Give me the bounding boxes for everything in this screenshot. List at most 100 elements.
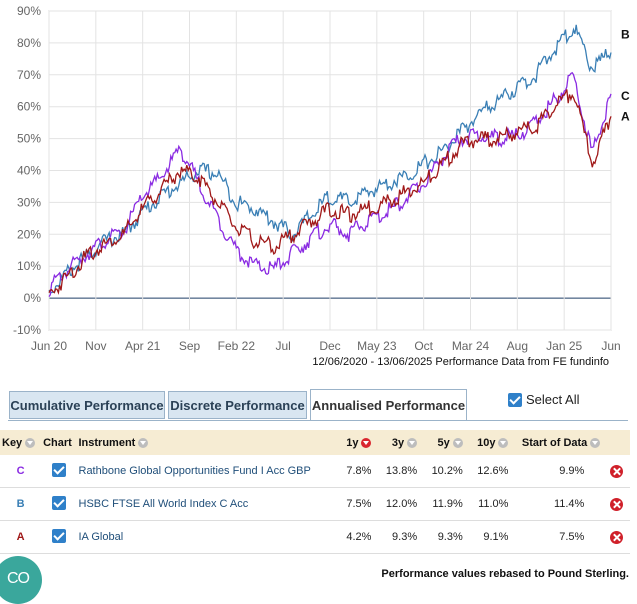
remove-icon[interactable] <box>609 530 623 544</box>
series-label-C: C <box>621 89 630 103</box>
remove-icon[interactable] <box>609 497 623 511</box>
sort-icon[interactable] <box>590 437 601 448</box>
col-1y[interactable]: 1y <box>328 430 374 455</box>
y-tick-label: 80% <box>17 36 41 50</box>
row-start: 7.5% <box>510 520 603 554</box>
x-tick-label: Jun 20 <box>31 339 67 353</box>
sort-icon[interactable] <box>498 437 509 448</box>
y-tick-label: 60% <box>17 100 41 114</box>
y-tick-label: 90% <box>17 4 41 18</box>
col-instrument[interactable]: Instrument <box>76 430 329 455</box>
row-5y: 11.9% <box>419 487 465 521</box>
x-tick-label: Jan 25 <box>546 339 582 353</box>
row-chart-toggle[interactable] <box>41 487 77 521</box>
row-key: B <box>0 487 42 521</box>
row-3y: 12.0% <box>373 487 420 521</box>
col-3y[interactable]: 3y <box>373 430 420 455</box>
select-all-checkbox[interactable] <box>508 392 522 407</box>
tab-annualised[interactable]: Annualised Performance <box>310 389 467 421</box>
row-remove[interactable] <box>602 455 630 488</box>
row-instrument[interactable]: HSBC FTSE All World Index C Acc <box>76 487 329 521</box>
table-header-row: Key Chart Instrument 1y 3y 5y 10y Start … <box>0 430 630 455</box>
row-instrument[interactable]: Rathbone Global Opportunities Fund I Acc… <box>76 455 329 488</box>
col-instrument-label: Instrument <box>78 436 136 449</box>
row-5y: 10.2% <box>419 455 465 488</box>
row-3y: 13.8% <box>373 455 420 488</box>
series-label-A: A <box>621 109 630 123</box>
x-tick-label: Sep <box>179 339 201 353</box>
checkbox-icon[interactable] <box>51 462 66 477</box>
sort-icon[interactable] <box>407 437 418 448</box>
row-10y: 9.1% <box>464 520 511 554</box>
checkbox-icon[interactable] <box>51 528 66 543</box>
row-3y: 9.3% <box>373 520 420 554</box>
sort-desc-icon[interactable] <box>361 437 372 448</box>
col-5y[interactable]: 5y <box>419 430 465 455</box>
row-start: 9.9% <box>510 455 603 488</box>
col-key-label: Key <box>2 436 23 449</box>
y-tick-label: 0% <box>24 291 42 305</box>
col-chart: Chart <box>41 430 77 455</box>
row-1y: 4.2% <box>328 520 374 554</box>
checkbox-icon[interactable] <box>51 495 66 510</box>
footnote: Performance values rebased to Pound Ster… <box>381 568 629 580</box>
row-remove[interactable] <box>602 520 630 554</box>
row-10y: 12.6% <box>464 455 511 488</box>
sort-icon[interactable] <box>452 437 463 448</box>
sort-icon[interactable] <box>25 437 36 448</box>
chart-caption: 12/06/2020 - 13/06/2025 Performance Data… <box>312 356 609 368</box>
performance-table: Key Chart Instrument 1y 3y 5y 10y Start … <box>0 430 630 554</box>
x-tick-label: Mar 24 <box>452 339 490 353</box>
col-key[interactable]: Key <box>0 430 42 455</box>
x-tick-label: Nov <box>85 339 106 353</box>
table-row: B HSBC FTSE All World Index C Acc 7.5% 1… <box>0 487 630 521</box>
table-row: A IA Global 4.2% 9.3% 9.3% 9.1% 7.5% <box>0 520 630 554</box>
performance-tabs: Cumulative Performance Discrete Performa… <box>8 389 628 421</box>
y-tick-label: 70% <box>17 68 41 82</box>
row-key: C <box>0 455 42 488</box>
col-5y-label: 5y <box>437 436 450 449</box>
performance-chart: 90% 80% 70% 60% 50% 40% 30% 20% 10% 0% -10% Jun 20 N… <box>13 4 630 368</box>
y-tick-label: 10% <box>17 259 41 273</box>
y-tick-label: 40% <box>17 164 41 178</box>
remove-icon[interactable] <box>609 464 623 478</box>
row-start: 11.4% <box>510 487 603 521</box>
tab-discrete[interactable]: Discrete Performance <box>168 391 307 419</box>
series-line-A <box>48 89 612 295</box>
x-tick-label: Dec <box>319 339 340 353</box>
tab-cumulative[interactable]: Cumulative Performance <box>9 391 165 419</box>
x-tick-label: Oct <box>414 339 433 353</box>
y-tick-label: 50% <box>17 132 41 146</box>
col-10y-label: 10y <box>477 436 496 449</box>
row-10y: 11.0% <box>464 487 511 521</box>
row-5y: 9.3% <box>419 520 465 554</box>
col-remove <box>602 430 630 455</box>
row-key: A <box>0 520 42 554</box>
row-chart-toggle[interactable] <box>41 455 77 488</box>
row-instrument[interactable]: IA Global <box>76 520 329 554</box>
sort-icon[interactable] <box>138 437 149 448</box>
col-chart-label: Chart <box>43 436 72 449</box>
col-start-label: Start of Data <box>521 436 588 449</box>
col-10y[interactable]: 10y <box>464 430 511 455</box>
select-all[interactable]: Select All <box>508 392 579 407</box>
x-tick-label: Apr 21 <box>125 339 161 353</box>
col-start[interactable]: Start of Data <box>510 430 603 455</box>
col-3y-label: 3y <box>391 436 405 449</box>
row-chart-toggle[interactable] <box>41 520 77 554</box>
table-row: C Rathbone Global Opportunities Fund I A… <box>0 455 630 488</box>
y-tick-label: -10% <box>13 323 41 337</box>
col-1y-label: 1y <box>346 436 359 449</box>
row-1y: 7.5% <box>328 487 374 521</box>
tab-divider <box>8 420 628 421</box>
row-1y: 7.8% <box>328 455 374 488</box>
select-all-label: Select All <box>526 392 580 407</box>
x-tick-label: Aug <box>507 339 528 353</box>
y-tick-label: 20% <box>17 227 41 241</box>
x-tick-label: Jun <box>601 339 620 353</box>
y-tick-label: 30% <box>17 195 41 209</box>
row-remove[interactable] <box>602 487 630 521</box>
chat-fab-button[interactable]: CO <box>0 556 42 604</box>
series-label-B: B <box>621 27 630 41</box>
x-tick-label: Feb 22 <box>218 339 256 353</box>
